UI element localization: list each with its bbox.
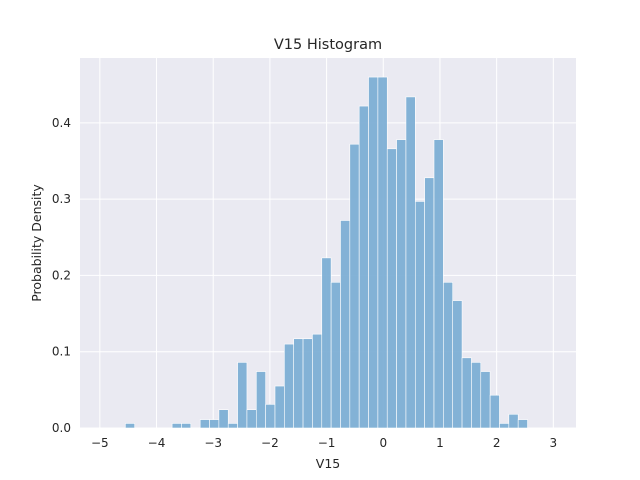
histogram-bar [293, 338, 304, 429]
histogram-bar [246, 409, 257, 429]
histogram-bar [255, 371, 266, 429]
histogram-bar [499, 423, 510, 429]
histogram-bar [312, 333, 323, 429]
histogram-bar [330, 281, 341, 429]
x-tick-label: −3 [204, 436, 222, 450]
histogram-bar [321, 257, 332, 429]
histogram-bar [461, 357, 472, 429]
histogram-bar [377, 76, 388, 429]
histogram-bar [181, 423, 192, 429]
x-tick-label: 0 [379, 436, 387, 450]
histogram-bar [274, 385, 285, 429]
histogram-bar [349, 143, 360, 429]
y-tick-labels: 0.0 0.1 0.2 0.3 0.4 [52, 116, 71, 435]
y-tick-label: 0.0 [52, 421, 71, 435]
x-tick-label: −4 [148, 436, 166, 450]
histogram-bar [433, 139, 444, 429]
histogram-bar [471, 362, 482, 429]
histogram-bar [227, 423, 238, 429]
histogram-bar [302, 338, 313, 429]
histogram-bar [358, 105, 369, 429]
histogram-bar [424, 177, 435, 429]
histogram-bar [405, 96, 416, 429]
histogram-bar [396, 139, 407, 429]
histogram-bar [443, 281, 454, 429]
chart-title: V15 Histogram [274, 37, 382, 53]
histogram-bar [284, 343, 295, 429]
y-tick-label: 0.4 [52, 116, 71, 130]
histogram-bar [171, 423, 182, 429]
histogram-bar [218, 409, 229, 429]
bars [125, 76, 528, 429]
histogram-bar [265, 404, 276, 429]
y-tick-label: 0.2 [52, 268, 71, 282]
x-tick-labels: −5 −4 −3 −2 −1 0 1 2 3 [91, 436, 557, 450]
histogram-bar [508, 413, 519, 429]
y-tick-label: 0.1 [52, 345, 71, 359]
x-tick-label: 3 [550, 436, 558, 450]
x-tick-label: −5 [91, 436, 109, 450]
histogram-bar [368, 76, 379, 429]
histogram-bar [340, 220, 351, 429]
x-tick-label: 1 [436, 436, 444, 450]
histogram-bar [489, 394, 500, 429]
histogram-bar [199, 419, 210, 429]
histogram-bar [517, 419, 528, 429]
histogram-bar [414, 201, 425, 429]
histogram-bar [209, 419, 220, 429]
histogram-bar [237, 362, 248, 429]
x-tick-label: −2 [261, 436, 279, 450]
histogram-bar [480, 371, 491, 429]
x-tick-label: −1 [318, 436, 336, 450]
histogram-bar [125, 423, 136, 429]
histogram-bar [452, 300, 463, 429]
histogram-bar [386, 148, 397, 429]
x-axis-label: V15 [316, 456, 340, 471]
y-tick-label: 0.3 [52, 192, 71, 206]
x-tick-label: 2 [493, 436, 501, 450]
y-axis-label: Probability Density [29, 184, 44, 302]
